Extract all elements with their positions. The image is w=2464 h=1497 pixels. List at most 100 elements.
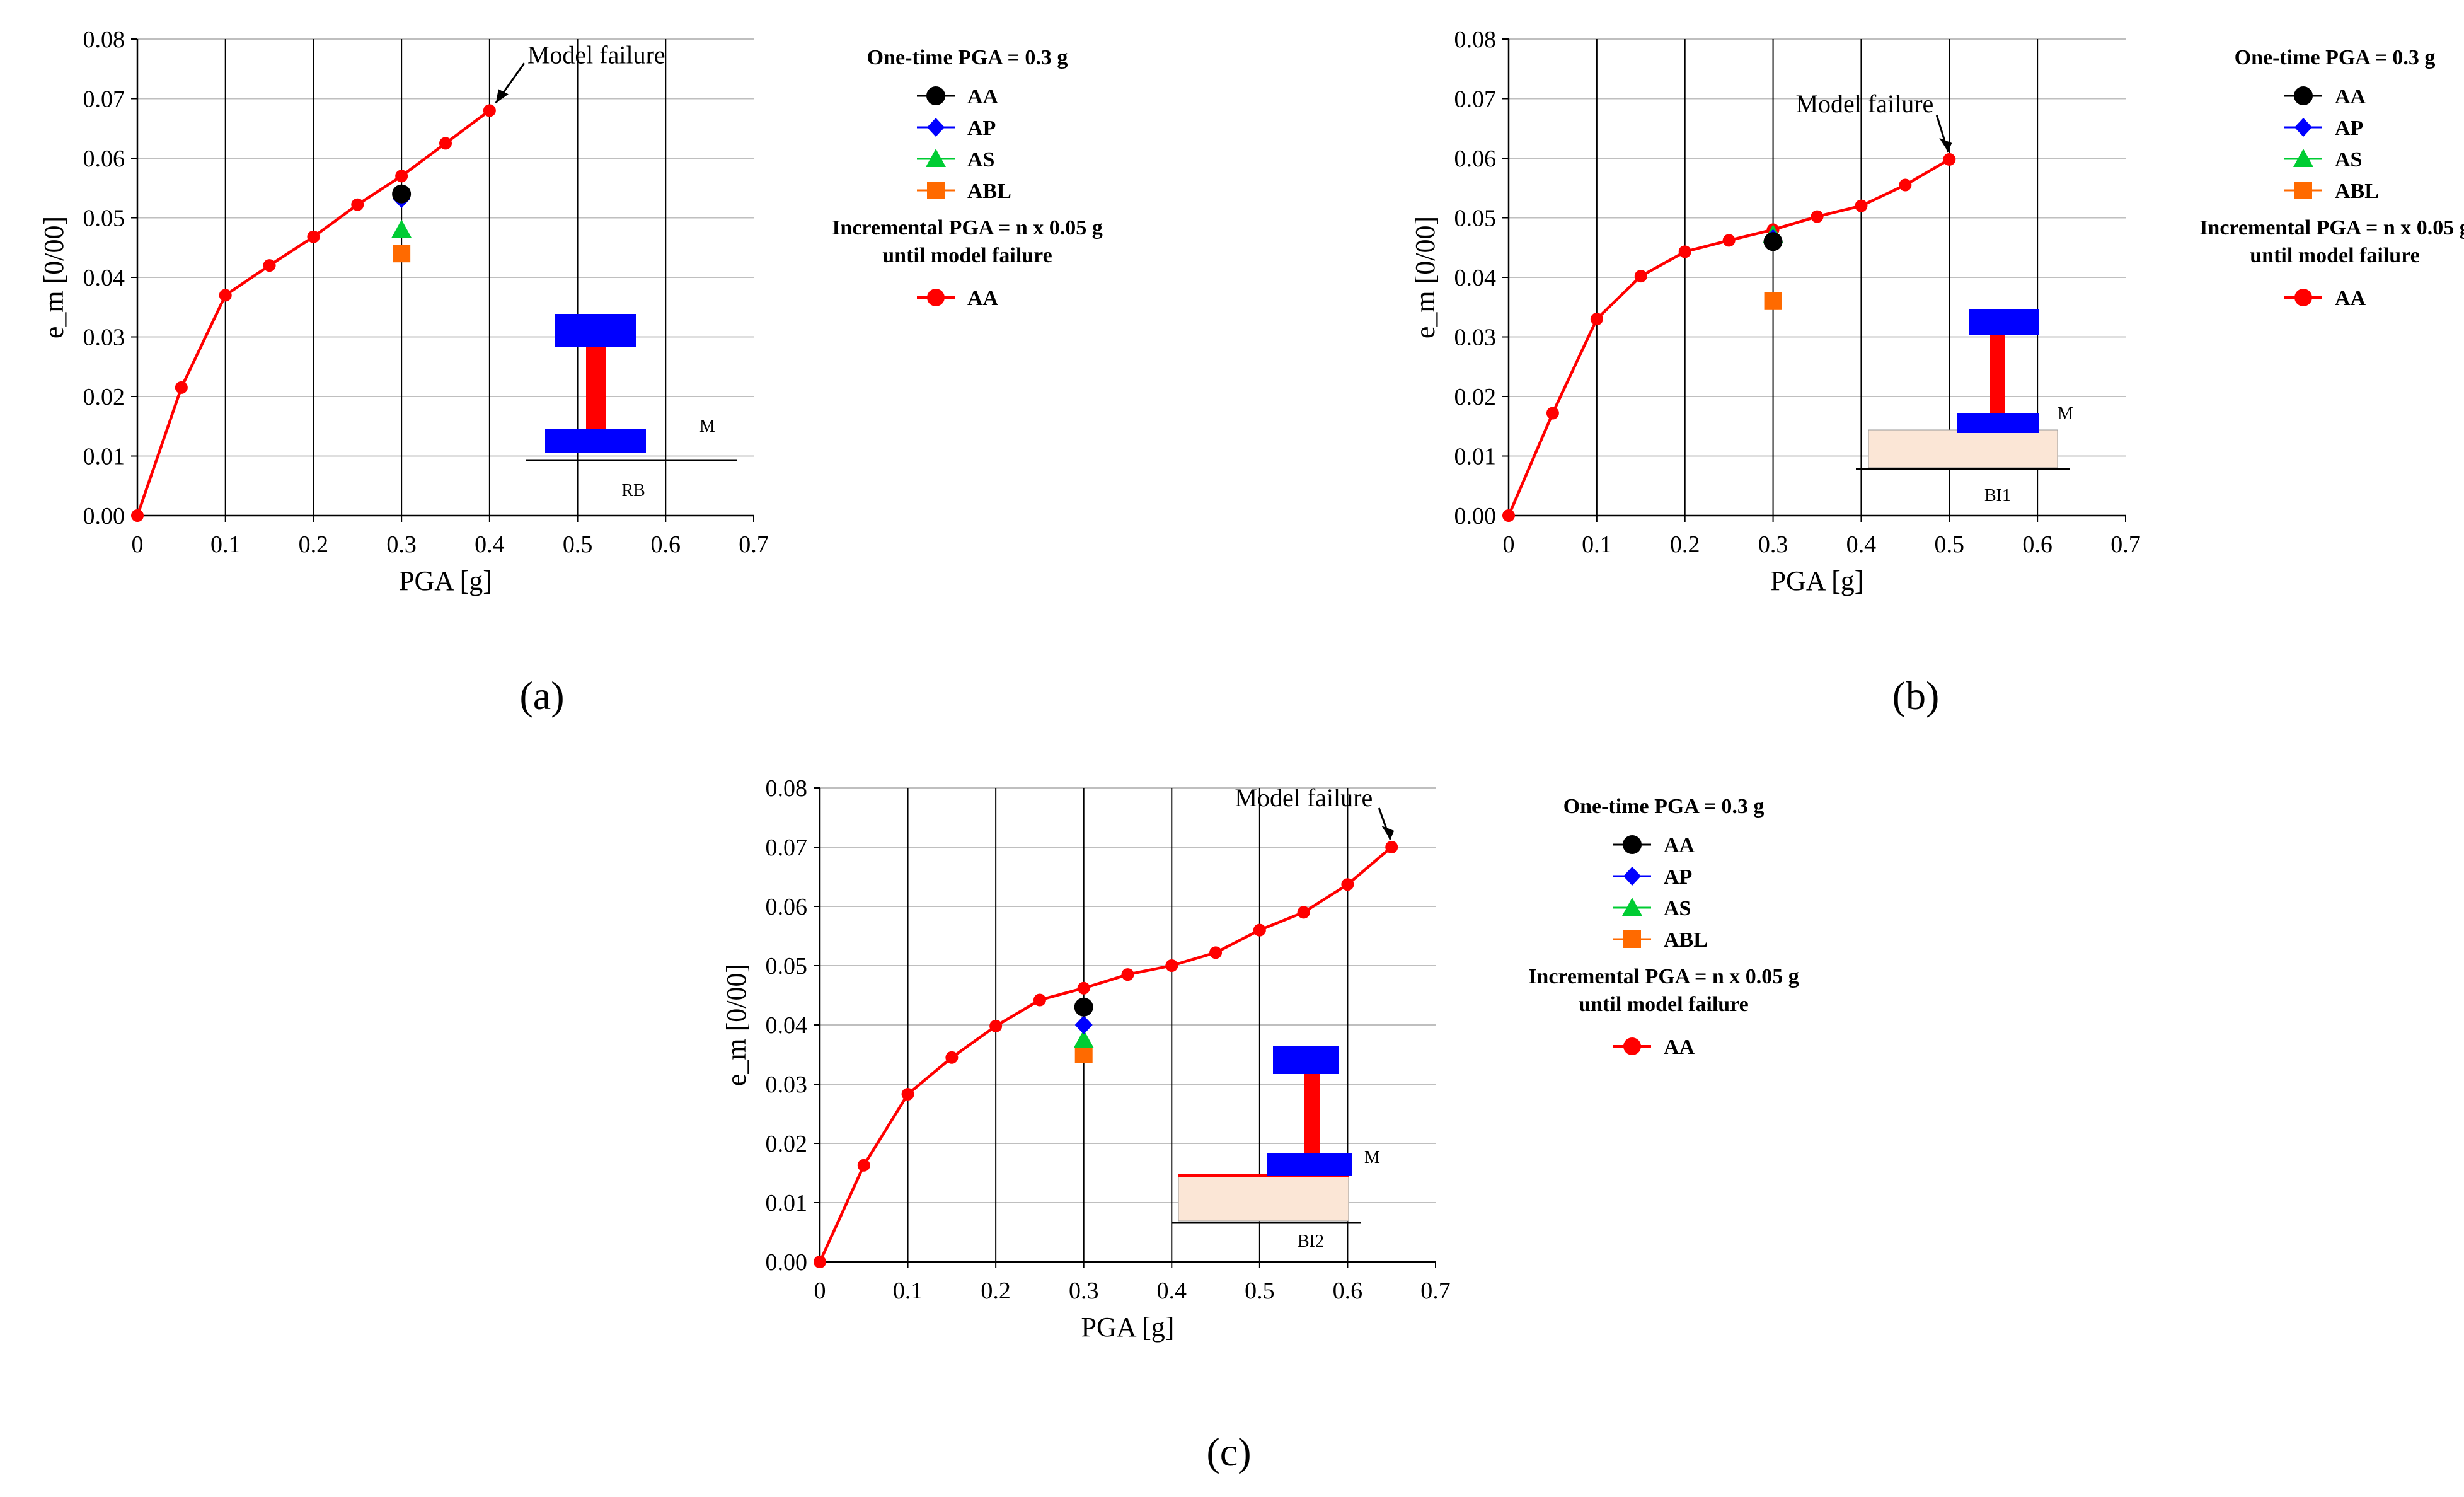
data-point xyxy=(1502,509,1515,522)
panel-label: (c) xyxy=(1206,1430,1251,1474)
x-tick-label: 0.4 xyxy=(475,531,505,558)
chart-panel: 0.00 0.01 0.02 0.03 0.04 0.05 0.06 0.07 0.08 0 0.1… xyxy=(1410,26,2464,718)
legend-incremental-subtitle: until model failure xyxy=(1579,993,1749,1016)
inset-mass-label: M xyxy=(699,417,715,436)
y-axis-label: e_m [0/00] xyxy=(1410,216,1441,338)
legend-marker-abl xyxy=(1623,930,1641,948)
data-point xyxy=(901,1087,914,1101)
legend-one-time-title: One-time PGA = 0.3 g xyxy=(2235,46,2436,69)
data-point xyxy=(1121,968,1134,981)
y-tick-label: 0.08 xyxy=(1454,26,1497,53)
inset-column xyxy=(586,345,606,429)
marker-abl xyxy=(1764,292,1782,310)
data-point xyxy=(131,509,144,522)
data-point xyxy=(219,289,232,302)
data-point xyxy=(1855,199,1868,212)
legend-item-label: ABL xyxy=(967,180,1011,203)
legend-item-label: AA xyxy=(1664,834,1695,857)
marker-as xyxy=(391,219,412,238)
x-axis-label: PGA [g] xyxy=(1081,1312,1175,1343)
y-tick-label: 0.00 xyxy=(766,1249,808,1276)
y-tick-label: 0.00 xyxy=(1454,503,1497,529)
inset-mass-label: M xyxy=(2058,404,2073,424)
inset-base-mass xyxy=(1957,413,2039,433)
legend-marker-incremental-aa xyxy=(927,289,945,306)
data-point xyxy=(814,1256,826,1268)
legend-item-label: AS xyxy=(2335,148,2362,171)
y-tick-label: 0.07 xyxy=(766,835,808,861)
inset-top-mass xyxy=(1273,1046,1339,1074)
data-point xyxy=(1385,841,1398,853)
inset-support-label: RB xyxy=(621,481,645,500)
legend-incremental-title: Incremental PGA = n x 0.05 g xyxy=(832,216,1103,240)
legend-one-time-title: One-time PGA = 0.3 g xyxy=(867,46,1068,69)
panel-label: (a) xyxy=(519,673,564,718)
data-point xyxy=(307,230,320,243)
data-point xyxy=(1899,178,1912,192)
y-tick-label: 0.02 xyxy=(83,384,125,410)
y-tick-label: 0.03 xyxy=(1454,325,1497,351)
legend-item-label: AS xyxy=(1664,897,1691,920)
annotation-arrowhead xyxy=(1381,826,1395,840)
legend-marker-as xyxy=(926,149,946,167)
y-axis-label: e_m [0/00] xyxy=(38,216,69,338)
data-point xyxy=(1077,981,1090,995)
inset-column xyxy=(1304,1073,1320,1153)
data-point xyxy=(1033,993,1046,1007)
y-tick-label: 0.00 xyxy=(83,503,125,529)
data-point xyxy=(1722,234,1736,247)
inset-column xyxy=(1990,334,2005,413)
y-tick-label: 0.05 xyxy=(83,205,125,232)
y-tick-label: 0.01 xyxy=(83,444,125,470)
y-tick-label: 0.07 xyxy=(1454,86,1497,113)
legend-item-label: AP xyxy=(2335,117,2363,140)
data-point xyxy=(1590,313,1603,326)
inset-isolation-layer xyxy=(1868,429,2058,468)
data-point xyxy=(1943,153,1956,166)
x-tick-label: 0.6 xyxy=(651,531,681,558)
marker-aa xyxy=(392,184,412,204)
legend-marker-incremental-aa xyxy=(1623,1037,1641,1055)
legend-marker-as xyxy=(2293,149,2313,167)
legend-marker-aa xyxy=(2294,86,2313,105)
legend-marker-as xyxy=(1622,898,1642,916)
x-tick-label: 0.1 xyxy=(893,1278,923,1304)
legend-incremental-subtitle: until model failure xyxy=(2250,244,2420,267)
model-failure-annotation: Model failure xyxy=(1235,783,1373,812)
legend-item-label: AA xyxy=(2335,85,2366,108)
y-tick-label: 0.04 xyxy=(766,1012,808,1039)
y-tick-label: 0.04 xyxy=(1454,265,1497,291)
inset-top-mass xyxy=(555,314,636,347)
legend: One-time PGA = 0.3 g AA AP AS ABL Incremental… xyxy=(2199,46,2464,310)
y-tick-label: 0.08 xyxy=(766,775,808,802)
chart-panel: 0.00 0.01 0.02 0.03 0.04 0.05 0.06 0.07 0.08 0 0.1… xyxy=(721,775,1799,1474)
legend-marker-ap xyxy=(2294,118,2312,137)
model-failure-annotation: Model failure xyxy=(1795,90,1933,118)
legend-incremental-item: AA xyxy=(1664,1036,1695,1059)
legend: One-time PGA = 0.3 g AA AP AS ABL Incremental… xyxy=(832,46,1103,310)
panel-label: (b) xyxy=(1892,673,1940,718)
x-axis-label: PGA [g] xyxy=(399,565,492,596)
y-tick-label: 0.07 xyxy=(83,86,125,113)
marker-as xyxy=(1073,1029,1094,1048)
data-point xyxy=(1165,959,1178,972)
x-tick-label: 0.6 xyxy=(2022,531,2052,558)
legend-marker-aa xyxy=(1623,835,1642,854)
legend-item-label: AS xyxy=(967,148,994,171)
legend-incremental-item: AA xyxy=(967,287,999,310)
y-tick-label: 0.01 xyxy=(1454,444,1497,470)
data-point xyxy=(351,198,364,211)
chart-panel: 0.00 0.01 0.02 0.03 0.04 0.05 0.06 0.07 0.08 0 0.1… xyxy=(38,26,1103,718)
data-point xyxy=(1253,923,1266,937)
x-tick-label: 0.3 xyxy=(386,531,417,558)
data-point xyxy=(175,381,188,394)
y-tick-label: 0.06 xyxy=(766,894,808,920)
x-tick-label: 0.5 xyxy=(1935,531,1965,558)
legend-marker-abl xyxy=(2294,182,2312,199)
marker-abl xyxy=(1074,1046,1093,1063)
model-failure-annotation: Model failure xyxy=(527,40,665,69)
legend-marker-ap xyxy=(927,118,945,137)
data-point xyxy=(1634,270,1647,283)
marker-ap xyxy=(1074,1015,1093,1034)
